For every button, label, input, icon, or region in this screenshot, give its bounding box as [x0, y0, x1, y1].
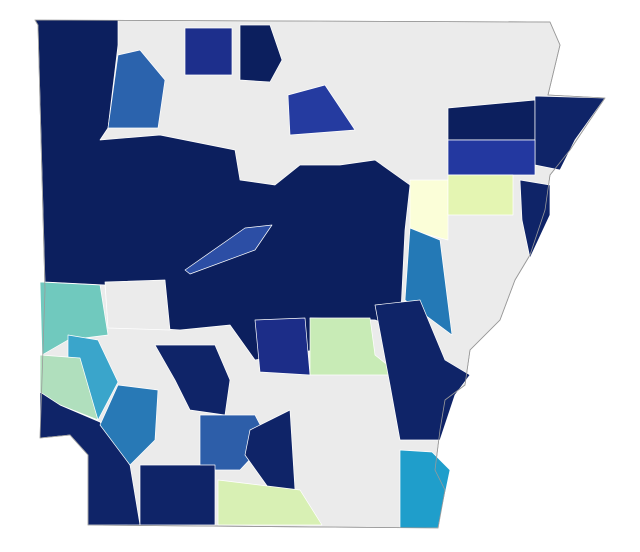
county	[374, 299, 471, 441]
state-border	[34, 19, 606, 529]
county	[107, 49, 166, 129]
county	[139, 464, 216, 526]
county	[104, 279, 171, 331]
county	[409, 179, 449, 241]
county	[399, 449, 451, 529]
county	[39, 281, 109, 356]
county	[287, 84, 356, 136]
county	[39, 354, 99, 421]
county	[184, 27, 233, 76]
county	[254, 317, 311, 376]
county	[447, 174, 514, 216]
county	[239, 24, 283, 83]
county	[534, 95, 606, 171]
county	[447, 139, 536, 176]
county	[217, 479, 323, 526]
county	[99, 384, 159, 466]
county	[184, 224, 273, 275]
county	[519, 179, 551, 259]
